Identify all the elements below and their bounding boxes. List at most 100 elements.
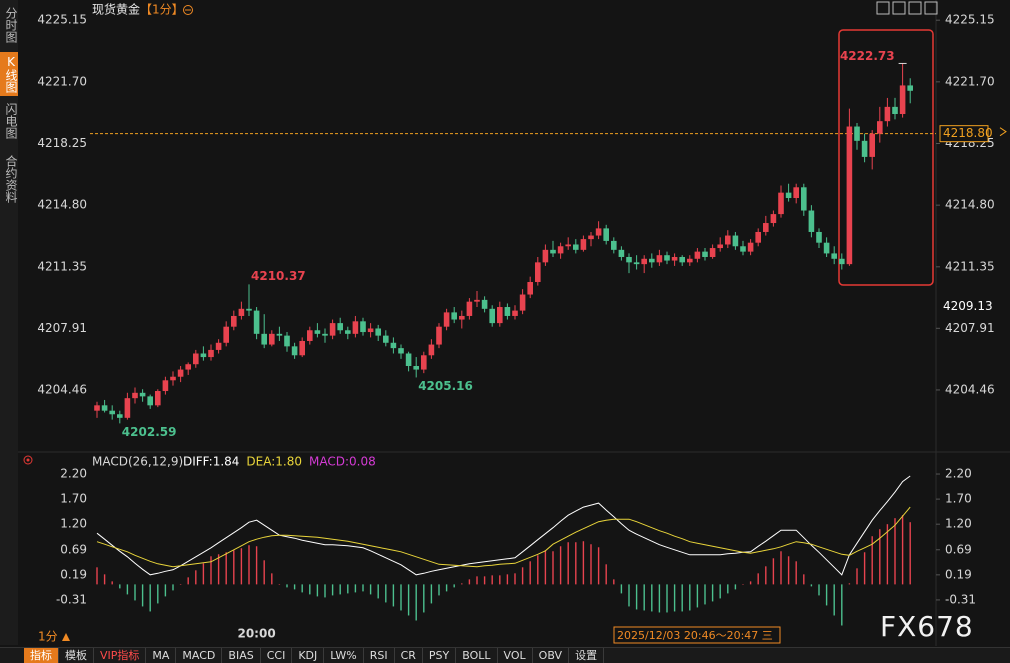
toolbar-item[interactable]: BIAS <box>222 648 261 663</box>
macd-bar <box>780 551 782 585</box>
toolbar-item[interactable]: 设置 <box>569 648 605 663</box>
toolbar-item[interactable]: PSY <box>423 648 457 663</box>
tab[interactable]: K线图 <box>0 52 18 96</box>
candle-body <box>223 326 229 343</box>
candle-body <box>215 342 222 350</box>
candle-body <box>785 192 792 199</box>
icon[interactable] <box>23 455 33 465</box>
macd-bar <box>400 584 402 611</box>
tab[interactable]: 合约资料 <box>4 155 18 203</box>
macd-bar <box>286 584 288 588</box>
candle-body <box>147 396 153 406</box>
candle-body <box>474 299 480 302</box>
macd-bar <box>111 581 113 585</box>
y-tick-label: 0.19 <box>60 567 87 581</box>
candle-body <box>428 344 435 356</box>
candle-body <box>626 256 632 263</box>
icon[interactable] <box>892 1 906 15</box>
candle-body <box>550 249 556 254</box>
macd-bar <box>483 576 486 585</box>
toolbar-item[interactable]: 模板 <box>59 648 94 663</box>
candle-body <box>489 308 495 324</box>
candle-body <box>352 321 359 334</box>
macd-bar <box>461 583 463 585</box>
candle-body <box>481 299 488 309</box>
macd-bar <box>863 552 866 585</box>
macd-bar <box>689 584 691 611</box>
cursor-price-label: 4209.13 <box>943 299 993 313</box>
y-tick-label: 2.20 <box>60 467 87 481</box>
toolbar-item[interactable]: VIP指标 <box>94 648 147 663</box>
icon[interactable] <box>908 1 922 15</box>
candle-body <box>725 235 731 245</box>
candle-body <box>101 405 108 411</box>
candle-body <box>117 414 123 418</box>
candle-body <box>618 249 625 257</box>
highlight-box <box>838 29 934 286</box>
macd-line <box>96 475 911 576</box>
macd-bar <box>453 584 455 588</box>
icon[interactable] <box>924 1 938 15</box>
macd-bar <box>430 584 433 604</box>
candle-body <box>375 328 381 336</box>
y-tick-label: 4211.35 <box>945 259 995 273</box>
candle-body <box>512 310 518 316</box>
candle-body <box>595 228 602 236</box>
macd-bar <box>597 547 600 585</box>
candle-body <box>763 223 769 232</box>
toolbar-item[interactable]: VOL <box>498 648 533 663</box>
icon[interactable] <box>62 633 70 641</box>
icon[interactable] <box>183 5 193 15</box>
candle-body <box>238 308 245 316</box>
macd-bar <box>521 567 524 585</box>
macd-bar <box>772 558 775 585</box>
candle-body <box>383 335 389 343</box>
interval: 【1分】 <box>140 3 184 17</box>
y-tick-label: 1.70 <box>945 492 972 506</box>
annotation: 4205.16 <box>418 379 473 393</box>
macd-bar <box>635 584 638 610</box>
candle-body <box>231 315 237 327</box>
candle-body <box>246 308 252 311</box>
toolbar-item[interactable]: CR <box>395 648 423 663</box>
macd-bar <box>803 574 805 585</box>
macd-bar <box>278 584 281 585</box>
candle-body <box>656 255 663 263</box>
toolbar-item[interactable]: LW% <box>324 648 364 663</box>
toolbar-item[interactable]: 指标 <box>24 648 59 663</box>
macd-bar <box>795 561 797 585</box>
macd-bar <box>499 575 501 585</box>
macd-bar <box>719 584 721 599</box>
macd-bar <box>575 542 577 585</box>
candle-body <box>839 258 845 265</box>
icon[interactable] <box>876 1 890 15</box>
toolbar-item[interactable]: KDJ <box>292 648 325 663</box>
toolbar-item[interactable]: MA <box>146 648 177 663</box>
macd-bar <box>856 568 858 585</box>
macd-bar <box>331 584 334 596</box>
candle-body <box>527 282 533 295</box>
y-tick-label: 0.69 <box>945 542 972 556</box>
tab[interactable]: 闪电图 <box>4 103 18 139</box>
macd-bar <box>377 584 379 599</box>
macd-bar <box>871 536 873 585</box>
candle-body <box>801 187 807 211</box>
toolbar-item[interactable]: CCI <box>261 648 293 663</box>
price-tag-label: 4218.80 <box>943 126 993 140</box>
macd-bar <box>362 584 364 592</box>
macd-bar <box>704 584 706 605</box>
toolbar-item[interactable]: MACD <box>176 648 223 663</box>
toolbar-item[interactable]: RSI <box>364 648 395 663</box>
macd-bar <box>567 542 569 585</box>
candle-body <box>504 307 511 316</box>
macd-bar <box>696 584 699 608</box>
macd-bar <box>643 584 645 611</box>
candle-body <box>846 126 853 265</box>
candle-body <box>664 255 670 261</box>
macd-bar <box>210 556 212 585</box>
y-tick-label: 4218.25 <box>37 136 87 150</box>
toolbar-item[interactable]: OBV <box>533 648 570 663</box>
toolbar-item[interactable]: BOLL <box>456 648 498 663</box>
tab[interactable]: 分时图 <box>4 7 18 43</box>
candle-body <box>519 294 526 311</box>
